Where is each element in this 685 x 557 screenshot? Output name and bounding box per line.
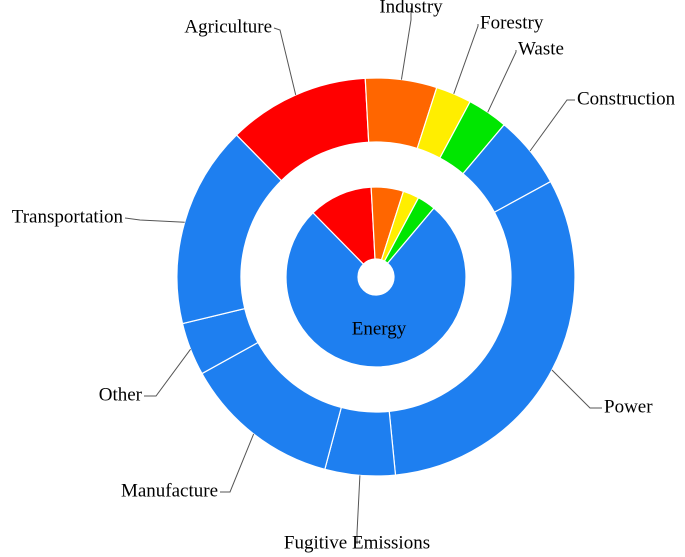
outer-label: Fugitive Emissions (284, 532, 430, 553)
outer-label: Manufacture (121, 480, 218, 501)
leader-line (551, 369, 602, 409)
leader-line (220, 433, 255, 493)
outer-label: Construction (577, 88, 676, 109)
outer-slice (176, 134, 283, 325)
outer-label: Power (604, 396, 653, 417)
leader-line (356, 475, 361, 544)
outer-label: Forestry (480, 12, 544, 33)
leader-line (124, 217, 185, 223)
outer-label: Waste (518, 38, 564, 59)
leader-line (529, 99, 575, 152)
inner-slice (312, 186, 376, 266)
outer-slice (388, 180, 576, 476)
leader-line (487, 50, 517, 113)
leader-line (453, 24, 479, 94)
outer-label: Industry (379, 0, 443, 17)
leader-line (400, 8, 412, 80)
outer-label: Transportation (12, 206, 124, 227)
outer-label: Other (99, 384, 143, 405)
outer-label: Agriculture (184, 16, 272, 37)
leader-line (144, 348, 191, 397)
inner-slice (285, 207, 467, 368)
inner-label: Energy (352, 318, 407, 339)
leader-line (273, 27, 297, 96)
